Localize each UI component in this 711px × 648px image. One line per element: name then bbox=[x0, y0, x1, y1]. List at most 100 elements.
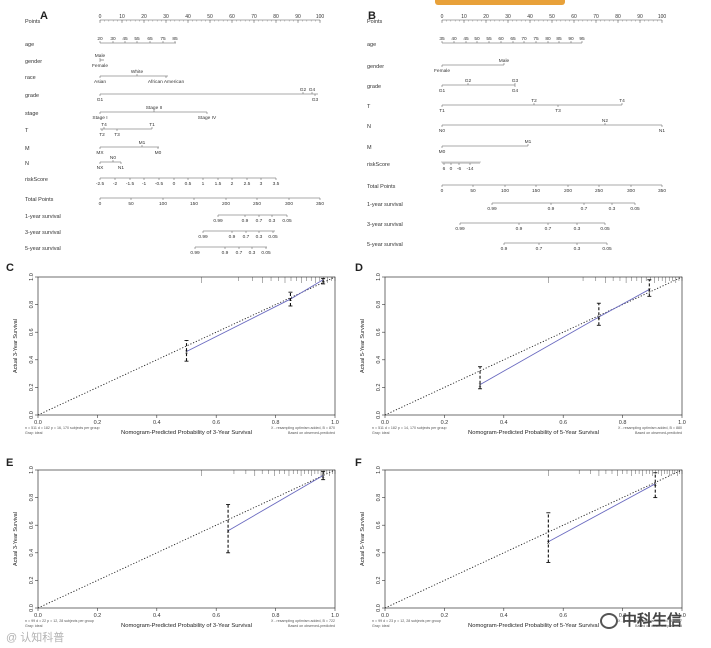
x-tick-label: 0.8 bbox=[619, 613, 627, 619]
watermark-right-text: 中科生信 bbox=[622, 612, 683, 629]
nomo-a-row-t-tick-label: T3 bbox=[114, 132, 120, 138]
nomo-a-row-3-year-survival-tick-label: 0.3 bbox=[256, 234, 263, 240]
point-marker: x bbox=[185, 350, 188, 356]
nomo-b-row-points-tick-label: 0 bbox=[441, 14, 444, 20]
calibration-plot-f: 0.0 0.2 0.4 0.6 0.8 1.0 0.0 0.2 0.4 0.6 0.8 1.0 Nomo… bbox=[360, 466, 686, 629]
nomo-b-row-age-tick-label: 65 bbox=[510, 36, 516, 42]
nomo-a-row-3-year-survival-tick-label: 0.99 bbox=[198, 234, 208, 240]
nomo-b-row-grade-tick-label: G3 bbox=[512, 78, 519, 84]
top-banner-strip bbox=[435, 0, 565, 5]
nomo-b-row-age-tick-label: 90 bbox=[568, 36, 574, 42]
nomo-a-row-stage-label: stage bbox=[25, 111, 38, 117]
nomo-a-row-grade-tick-label: G3 bbox=[312, 97, 319, 103]
nomo-a-row-grade-label: grade bbox=[25, 93, 39, 99]
point-marker: x bbox=[227, 529, 230, 535]
ideal-line bbox=[37, 276, 336, 416]
nomo-a-row-riskscore-tick-label: -1 bbox=[142, 181, 147, 187]
ideal-line bbox=[384, 469, 683, 609]
nomo-b-row-riskscore-tick-label: -6 bbox=[457, 166, 462, 172]
nomo-a-row-total-points-label: Total Points bbox=[25, 197, 54, 203]
nomo-b-row-m-label: M bbox=[367, 145, 372, 151]
nomo-b-row-n-tick-label: N2 bbox=[602, 118, 608, 124]
nomo-a-row-riskscore-tick-label: -0.5 bbox=[155, 181, 164, 187]
x-axis-label: Nomogram-Predicted Probability of 5-Year… bbox=[468, 430, 599, 436]
x-tick-label: 0.6 bbox=[559, 420, 567, 426]
nomo-a-row-m-tick-label: M0 bbox=[155, 150, 162, 156]
nomo-a-row-riskscore-tick-label: -2 bbox=[113, 181, 118, 187]
panel-label-f: F bbox=[355, 457, 362, 469]
plot-frame bbox=[37, 469, 336, 609]
nomo-a-row-points-tick-label: 50 bbox=[207, 14, 213, 20]
x-tick-label: 0.8 bbox=[619, 420, 627, 426]
nomo-b-row-age-tick-label: 55 bbox=[486, 36, 492, 42]
nomo-b-row-n-tick-label: N1 bbox=[659, 128, 665, 134]
nomo-b-row-riskscore-tick-label: -14 bbox=[467, 166, 474, 172]
y-tick-label: 0.2 bbox=[376, 577, 382, 585]
nomo-b-row-1-year-survival-tick-label: 0.05 bbox=[630, 206, 640, 212]
nomo-b-row-t-tick-label: T4 bbox=[619, 98, 625, 104]
panel-label-c: C bbox=[6, 262, 14, 274]
point-marker: x bbox=[322, 278, 325, 284]
x-tick-label: 1.0 bbox=[331, 420, 339, 426]
nomo-a-row-age-label: age bbox=[25, 42, 34, 48]
nomo-b-row-points-tick-label: 90 bbox=[637, 14, 643, 20]
nomo-b-row-t-tick-label: T1 bbox=[439, 108, 445, 114]
nomo-b-row-t-tick-label: T2 bbox=[531, 98, 537, 104]
x-tick-label: 0.0 bbox=[381, 613, 389, 619]
footnote-left: n = 99 d = 23 p = 12, 28 subjects per gr… bbox=[372, 619, 441, 623]
footnote-left: Gray: ideal bbox=[372, 431, 390, 435]
y-tick-label: 0.4 bbox=[29, 549, 35, 557]
nomo-b-row-t-label: T bbox=[367, 104, 371, 110]
calibration-plot-d: 0.0 0.2 0.4 0.6 0.8 1.0 0.0 0.2 0.4 0.6 0.8 1.0 Nomo… bbox=[360, 273, 686, 436]
nomo-a-row-points-tick-label: 30 bbox=[163, 14, 169, 20]
footnote-left: n = 511 d = 182 p = 14, 170 subjects per… bbox=[372, 426, 447, 430]
nomo-a-row-points-tick-label: 100 bbox=[316, 14, 325, 20]
nomo-a-row-stage-tick-label: Stage II bbox=[146, 105, 163, 111]
x-tick-label: 0.8 bbox=[272, 613, 280, 619]
y-tick-label: 0.4 bbox=[376, 356, 382, 364]
x-tick-label: 0.8 bbox=[272, 420, 280, 426]
nomo-a-row-points-tick-label: 60 bbox=[229, 14, 235, 20]
nomo-a-row-m-tick-label: MX bbox=[96, 150, 104, 156]
y-axis-label: Actual 3-Year Survival bbox=[13, 319, 19, 373]
nomo-a-row-total-points-tick-label: 200 bbox=[222, 201, 230, 207]
nomo-a-row-total-points-tick-label: 350 bbox=[316, 201, 324, 207]
nomo-a-row-3-year-survival-tick-label: 0.7 bbox=[243, 234, 250, 240]
nomo-b-row-1-year-survival-tick-label: 0.9 bbox=[548, 206, 555, 212]
nomo-a-row-grade-tick-label: G2 bbox=[300, 87, 307, 93]
nomo-a-row-points-tick-label: 80 bbox=[273, 14, 279, 20]
y-tick-label: 0.8 bbox=[376, 494, 382, 502]
y-tick-label: 0.2 bbox=[376, 384, 382, 392]
point-marker: x bbox=[654, 482, 657, 488]
nomo-b-row-points-tick-label: 40 bbox=[527, 14, 533, 20]
ideal-line bbox=[37, 469, 336, 609]
nomo-b-row-5-year-survival-tick-label: 0.3 bbox=[574, 246, 581, 252]
nomo-a-row-race-tick-label: Asian bbox=[94, 79, 106, 85]
y-axis-label: Actual 5-Year Survival bbox=[360, 512, 366, 566]
nomo-a-row-age-tick-label: 30 bbox=[110, 36, 116, 42]
x-axis-label: Nomogram-Predicted Probability of 3-Year… bbox=[121, 430, 252, 436]
y-tick-label: 1.0 bbox=[376, 466, 382, 474]
panel-label-b: B bbox=[368, 10, 376, 22]
x-tick-label: 0.2 bbox=[94, 613, 102, 619]
nomo-a-row-1-year-survival-tick-label: 0.99 bbox=[213, 218, 223, 224]
nomo-a-row-riskscore-tick-label: 3.5 bbox=[273, 181, 280, 187]
calibration-curve bbox=[227, 475, 324, 532]
nomo-b-row-total-points-tick-label: 250 bbox=[595, 188, 603, 194]
y-tick-label: 0.0 bbox=[376, 411, 382, 419]
nomo-a-row-t-tick-label: T4 bbox=[101, 122, 107, 128]
nomo-b-row-points-tick-label: 60 bbox=[571, 14, 577, 20]
footnote-right: Based on observed-predicted bbox=[288, 431, 335, 435]
nomo-b-row-3-year-survival-tick-label: 0.05 bbox=[600, 226, 610, 232]
y-tick-label: 1.0 bbox=[29, 466, 35, 474]
y-tick-label: 0.6 bbox=[376, 521, 382, 529]
nomo-b-row-riskscore-tick-label: 6 bbox=[443, 166, 446, 172]
x-axis-label: Nomogram-Predicted Probability of 3-Year… bbox=[121, 623, 252, 629]
watermark-left: @ 认知科普 bbox=[6, 632, 65, 644]
nomo-a-row-race-tick-label: African American bbox=[148, 79, 185, 85]
panel-label-a: A bbox=[40, 10, 48, 22]
nomo-a-row-5-year-survival-tick-label: 0.05 bbox=[261, 250, 271, 256]
y-tick-label: 0.4 bbox=[29, 356, 35, 364]
calibration-plot-e: 0.0 0.2 0.4 0.6 0.8 1.0 0.0 0.2 0.4 0.6 0.8 1.0 Nomo… bbox=[13, 466, 339, 629]
nomo-a-row-1-year-survival-tick-label: 0.9 bbox=[242, 218, 249, 224]
